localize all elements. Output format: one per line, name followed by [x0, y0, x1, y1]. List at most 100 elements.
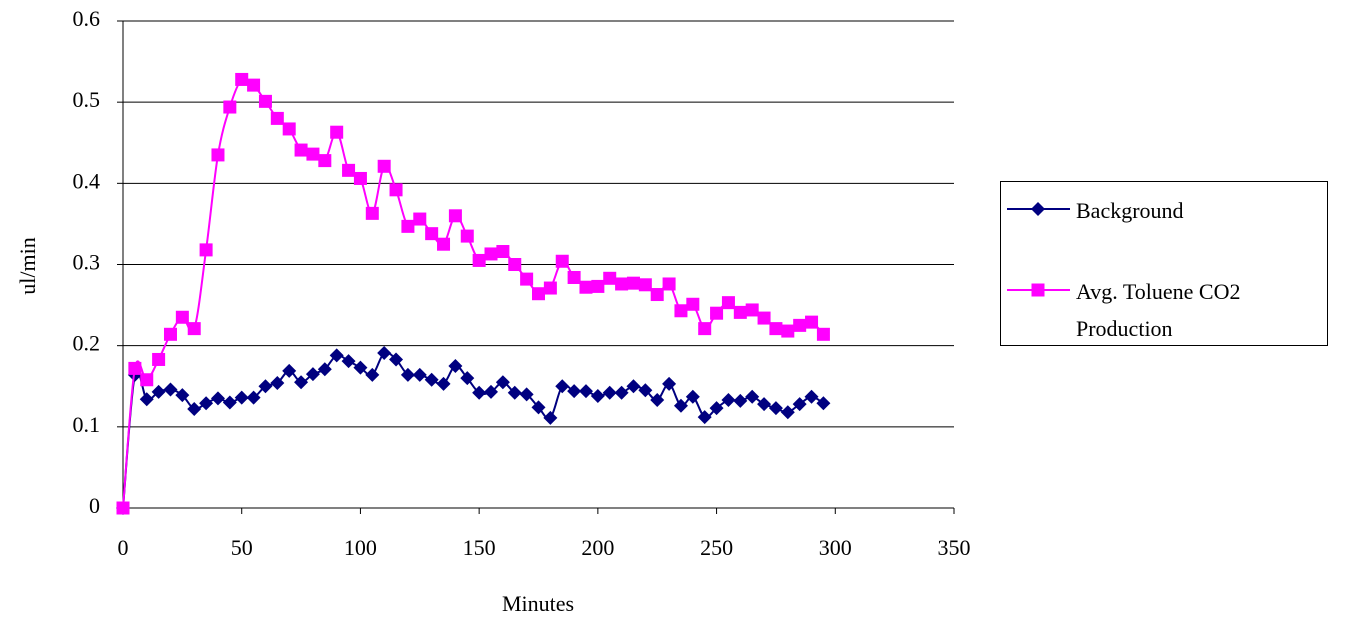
marker [424, 372, 439, 387]
marker [484, 384, 499, 399]
marker [163, 382, 178, 397]
marker [650, 288, 664, 302]
marker [294, 143, 308, 157]
marker [721, 296, 735, 310]
marker [816, 327, 830, 341]
x-tick-label: 200 [581, 535, 614, 560]
marker [591, 279, 605, 293]
y-tick-label: 0.4 [73, 168, 101, 193]
y-tick-label: 0.2 [73, 331, 101, 356]
marker [662, 277, 676, 291]
marker [210, 391, 225, 406]
marker [222, 395, 237, 410]
marker [163, 327, 177, 341]
marker [638, 383, 653, 398]
marker [152, 352, 166, 366]
marker [140, 373, 154, 387]
marker [365, 206, 379, 220]
legend: Background Avg. Toluene CO2 Production [1000, 181, 1328, 346]
marker [413, 212, 427, 226]
marker [745, 389, 760, 404]
marker [698, 322, 712, 336]
marker [330, 125, 344, 139]
marker [519, 387, 534, 402]
y-tick-label: 0.6 [73, 6, 101, 31]
marker [626, 276, 640, 290]
marker [567, 384, 582, 399]
marker [662, 376, 677, 391]
marker [377, 159, 391, 173]
marker [674, 304, 688, 318]
y-tick-label: 0.3 [73, 250, 101, 275]
marker [341, 354, 356, 369]
marker [151, 384, 166, 399]
marker [603, 271, 617, 285]
marker [484, 247, 498, 261]
marker [400, 367, 415, 382]
marker [686, 297, 700, 311]
marker [353, 360, 368, 375]
marker [223, 100, 237, 114]
marker [282, 122, 296, 136]
marker [317, 362, 332, 377]
marker [567, 270, 581, 284]
marker [246, 390, 261, 405]
marker [139, 392, 154, 407]
marker [294, 375, 309, 390]
marker [602, 385, 617, 400]
marker [520, 272, 534, 286]
x-tick-label: 50 [231, 535, 253, 560]
marker [199, 396, 214, 411]
marker [377, 345, 392, 360]
marker [508, 258, 522, 271]
marker [650, 393, 665, 408]
marker [305, 367, 320, 382]
series-line [122, 77, 825, 509]
marker [389, 352, 404, 367]
marker [543, 410, 558, 425]
marker [472, 385, 487, 400]
marker [816, 396, 831, 411]
marker [437, 237, 451, 251]
marker [757, 397, 772, 412]
marker [448, 358, 463, 373]
marker [389, 183, 403, 197]
marker [733, 305, 747, 319]
marker [270, 111, 284, 125]
marker [235, 72, 249, 86]
legend-label: Background [1076, 197, 1184, 223]
marker [365, 367, 380, 382]
marker [615, 277, 629, 291]
marker [460, 229, 474, 243]
y-tick-label: 0.1 [73, 412, 101, 437]
marker [353, 171, 367, 185]
marker [199, 243, 213, 257]
marker [578, 384, 593, 399]
marker [211, 148, 225, 162]
marker [329, 348, 344, 363]
marker [697, 410, 712, 425]
marker [709, 401, 724, 416]
marker [187, 401, 202, 416]
marker [531, 400, 546, 415]
x-axis-title: Minutes [502, 591, 574, 616]
marker [543, 281, 557, 295]
marker [769, 322, 783, 336]
marker [175, 388, 190, 403]
marker [768, 401, 783, 416]
marker [673, 398, 688, 413]
marker [1031, 283, 1045, 297]
marker [721, 393, 736, 408]
marker [448, 209, 462, 223]
marker [401, 219, 415, 233]
marker [745, 303, 759, 317]
series-line [122, 351, 824, 509]
marker [258, 379, 273, 394]
marker [1031, 202, 1045, 216]
marker [247, 78, 261, 92]
marker [187, 322, 201, 336]
marker [614, 385, 629, 400]
marker [710, 306, 724, 320]
marker [495, 375, 510, 390]
